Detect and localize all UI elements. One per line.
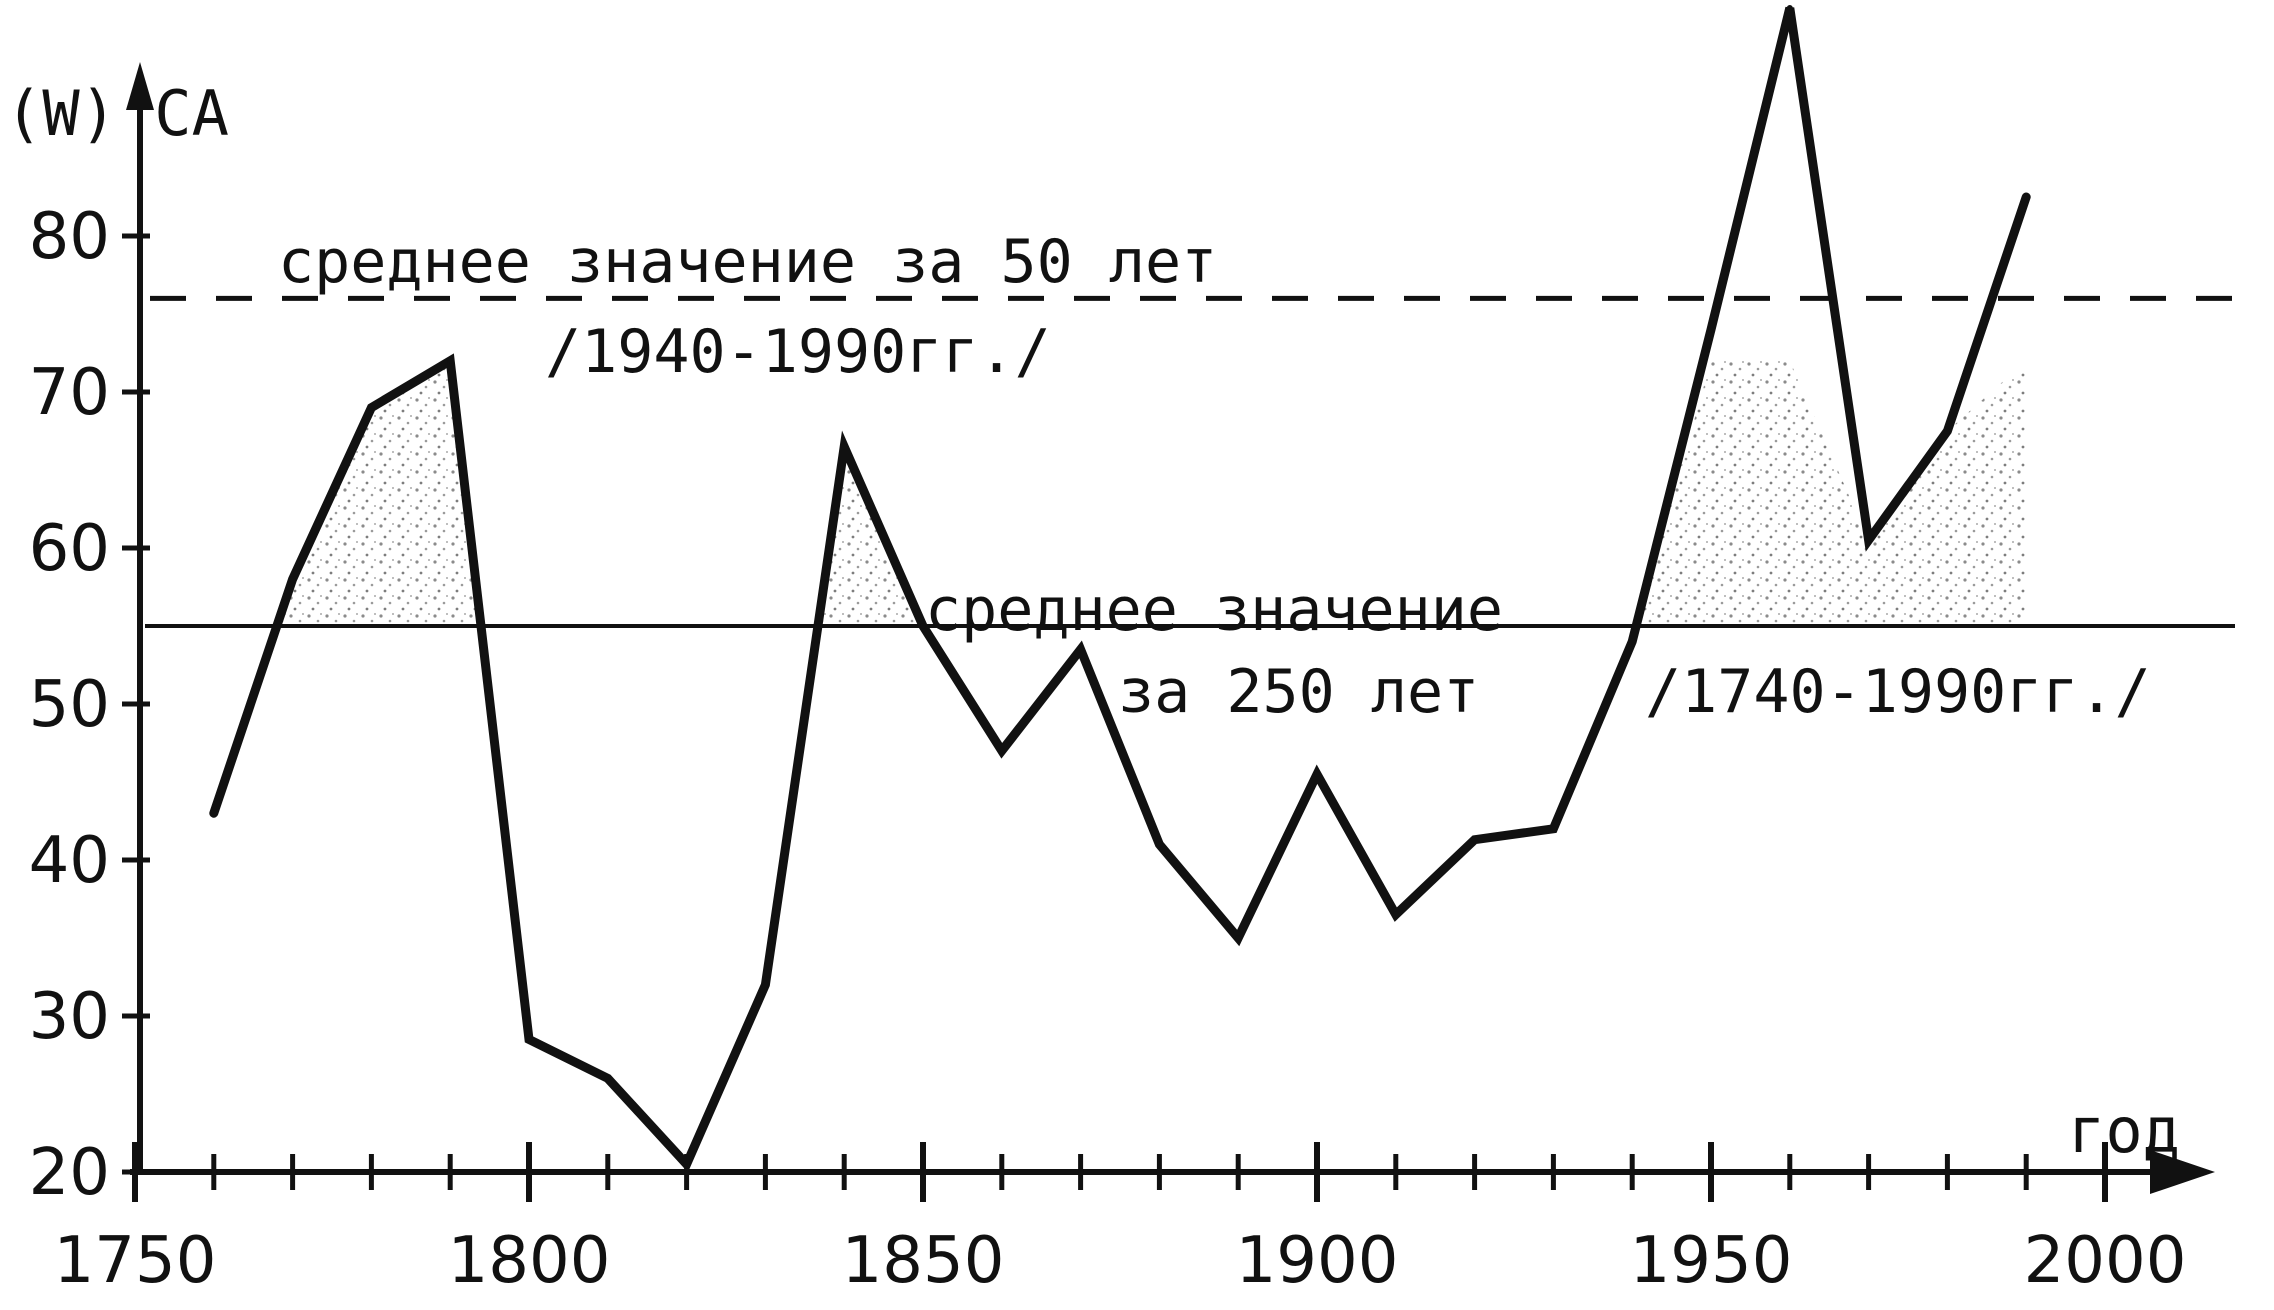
data-point-1940 — [1629, 638, 1636, 645]
solid-mean-label-line1: среднее значение — [925, 575, 1503, 645]
x-tick-label-1950: 1950 — [1630, 1224, 1793, 1298]
tick-labels: 20 30 40 50 60 70 80 1750 1800 1850 1900 1950 2000 — [29, 200, 2187, 1298]
data-point-1790 — [447, 357, 454, 364]
shaded-region-1 — [817, 446, 923, 626]
data-point-1760 — [210, 810, 217, 817]
y-tick-label-50: 50 — [29, 668, 110, 742]
x-tick-label-1850: 1850 — [842, 1224, 1005, 1298]
reference-lines — [145, 295, 2250, 628]
above-mean-shading — [276, 360, 2027, 626]
dashed-mean-label-line1: среднее значение за 50 лет — [278, 227, 1217, 297]
data-point-1780 — [368, 404, 375, 411]
y-tick-label-20: 20 — [29, 1136, 110, 1210]
x-axis-label: год — [2068, 1094, 2180, 1167]
y-axis-label: (W) CA — [5, 77, 229, 150]
data-point-1960 — [1786, 5, 1793, 11]
data-point-1860 — [998, 747, 1005, 754]
dashed-mean-label-line2: /1940-1990гг./ — [545, 317, 1051, 387]
data-point-1970 — [1865, 537, 1872, 544]
y-tick-label-70: 70 — [29, 356, 110, 430]
data-point-1850 — [920, 623, 926, 629]
y-tick-label-30: 30 — [29, 980, 110, 1054]
data-point-1980 — [1944, 428, 1951, 434]
x-tick-label-1900: 1900 — [1236, 1224, 1399, 1298]
solid-mean-label-line3: /1740-1990гг./ — [1645, 657, 2151, 727]
y-tick-label-60: 60 — [29, 512, 110, 586]
data-point-1810 — [604, 1075, 611, 1082]
data-point-1920 — [1471, 836, 1478, 843]
data-series — [209, 5, 2031, 1173]
data-point-1840 — [841, 443, 848, 450]
data-point-1910 — [1392, 911, 1399, 918]
x-tick-label-2000: 2000 — [2024, 1224, 2187, 1298]
data-point-1900 — [1314, 771, 1320, 778]
y-tick-label-80: 80 — [29, 200, 110, 274]
data-point-1830 — [762, 981, 769, 988]
series-line — [209, 6, 2031, 1173]
y-axis-arrow — [126, 62, 154, 110]
data-point-1990 — [2023, 194, 2030, 200]
data-point-1950 — [1708, 326, 1714, 333]
data-point-1880 — [1156, 841, 1163, 848]
x-tick-label-1800: 1800 — [448, 1224, 611, 1298]
data-point-1930 — [1550, 825, 1557, 832]
x-tick-label-1750: 1750 — [54, 1224, 217, 1298]
shaded-region-0 — [276, 360, 481, 626]
axes — [122, 62, 2215, 1202]
shaded-region-2 — [1636, 360, 2027, 626]
data-point-1820 — [683, 1161, 690, 1168]
data-point-1890 — [1235, 935, 1242, 941]
data-point-1770 — [289, 576, 296, 583]
solid-mean-label-line2: за 250 лет — [1118, 657, 1479, 727]
y-tick-label-40: 40 — [29, 824, 110, 898]
x-axis-arrow — [2150, 1150, 2215, 1194]
data-point-1870 — [1077, 646, 1084, 653]
data-point-1800 — [526, 1036, 532, 1043]
